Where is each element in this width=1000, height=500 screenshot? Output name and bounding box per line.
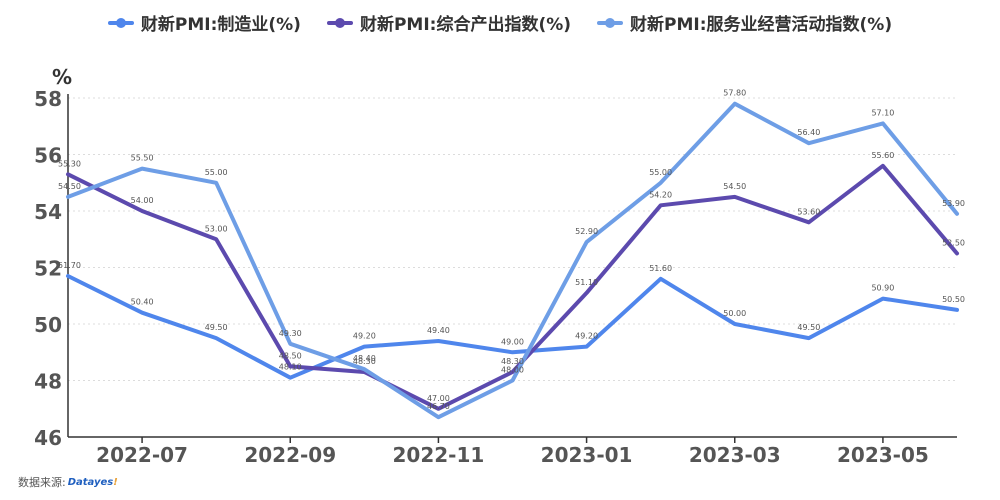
data-label-series-0: 51.60 xyxy=(649,264,672,273)
data-label-series-1: 55.30 xyxy=(58,159,81,168)
legend-swatch-composite xyxy=(326,17,353,28)
y-tick-label: 58 xyxy=(34,87,62,111)
data-label-series-0: 50.00 xyxy=(723,309,746,318)
datayes-logo: Datayes! xyxy=(67,476,118,488)
y-tick-label: 56 xyxy=(34,144,62,168)
data-label-series-2: 52.90 xyxy=(575,227,598,236)
data-label-series-0: 49.50 xyxy=(797,323,820,332)
data-label-series-1: 48.30 xyxy=(353,357,376,366)
legend-item-services[interactable]: 财新PMI:服务业经营活动指数(%) xyxy=(597,10,892,35)
chart-legend: 财新PMI:制造业(%) 财新PMI:综合产出指数(%) 财新PMI:服务业经营… xyxy=(0,10,1000,35)
data-label-series-2: 57.80 xyxy=(723,89,746,98)
y-tick-label: 50 xyxy=(34,313,62,337)
legend-item-composite[interactable]: 财新PMI:综合产出指数(%) xyxy=(326,10,572,35)
x-tick-label: 2022-09 xyxy=(244,443,336,467)
data-label-series-2: 48.00 xyxy=(501,366,524,375)
data-label-series-2: 49.30 xyxy=(279,329,302,338)
data-label-series-0: 49.50 xyxy=(205,323,228,332)
x-tick-label: 2022-07 xyxy=(96,443,188,467)
legend-label-composite: 财新PMI:综合产出指数(%) xyxy=(359,15,572,35)
data-label-series-2: 55.00 xyxy=(205,168,228,177)
data-label-series-2: 54.50 xyxy=(58,182,81,191)
data-label-series-1: 55.60 xyxy=(871,151,894,160)
legend-label-manufacturing: 财新PMI:制造业(%) xyxy=(140,15,301,35)
x-tick-label: 2023-05 xyxy=(837,443,929,467)
series-line-2 xyxy=(66,101,959,420)
data-label-series-0: 50.50 xyxy=(942,295,965,304)
data-label-series-2: 48.40 xyxy=(353,354,376,363)
data-label-series-1: 54.00 xyxy=(131,196,154,205)
data-label-series-2: 55.50 xyxy=(131,154,154,163)
source-label: 数据来源: xyxy=(18,476,66,489)
data-label-series-0: 50.90 xyxy=(871,284,894,293)
data-label-series-2: 55.00 xyxy=(649,168,672,177)
series-line-1 xyxy=(66,163,959,411)
y-tick-label: 48 xyxy=(34,370,62,394)
data-label-series-0: 49.20 xyxy=(353,332,376,341)
data-label-series-1: 54.20 xyxy=(649,190,672,199)
data-label-series-0: 49.20 xyxy=(575,332,598,341)
legend-label-services: 财新PMI:服务业经营活动指数(%) xyxy=(630,15,893,35)
x-tick-label: 2023-03 xyxy=(689,443,781,467)
data-label-series-0: 48.10 xyxy=(279,363,302,372)
data-label-series-2: 57.10 xyxy=(871,108,894,117)
data-label-series-0: 51.70 xyxy=(58,261,81,270)
data-label-series-1: 47.00 xyxy=(427,394,450,403)
y-tick-label: 54 xyxy=(34,200,62,224)
legend-swatch-manufacturing xyxy=(107,17,134,28)
y-axis-unit: % xyxy=(52,65,72,89)
legend-swatch-services xyxy=(597,17,624,28)
data-label-series-2: 46.70 xyxy=(427,402,450,411)
data-label-series-0: 49.40 xyxy=(427,326,450,335)
y-tick-label: 46 xyxy=(34,426,62,450)
data-label-series-0: 50.40 xyxy=(131,298,154,307)
y-tick-label: 52 xyxy=(34,257,62,281)
x-tick-label: 2023-01 xyxy=(541,443,633,467)
data-source: 数据来源: Datayes! xyxy=(18,474,118,490)
data-label-series-1: 48.30 xyxy=(501,357,524,366)
data-label-series-1: 54.50 xyxy=(723,182,746,191)
x-tick-label: 2022-11 xyxy=(393,443,485,467)
data-label-series-1: 53.60 xyxy=(797,207,820,216)
data-label-series-1: 53.00 xyxy=(205,224,228,233)
legend-item-manufacturing[interactable]: 财新PMI:制造业(%) xyxy=(107,10,301,35)
data-label-series-1: 52.50 xyxy=(942,238,965,247)
data-label-series-2: 56.40 xyxy=(797,128,820,137)
series-line-0 xyxy=(66,274,959,380)
data-label-series-0: 49.00 xyxy=(501,337,524,346)
data-label-series-2: 53.90 xyxy=(942,199,965,208)
data-label-series-1: 48.50 xyxy=(279,351,302,360)
data-label-series-1: 51.10 xyxy=(575,278,598,287)
